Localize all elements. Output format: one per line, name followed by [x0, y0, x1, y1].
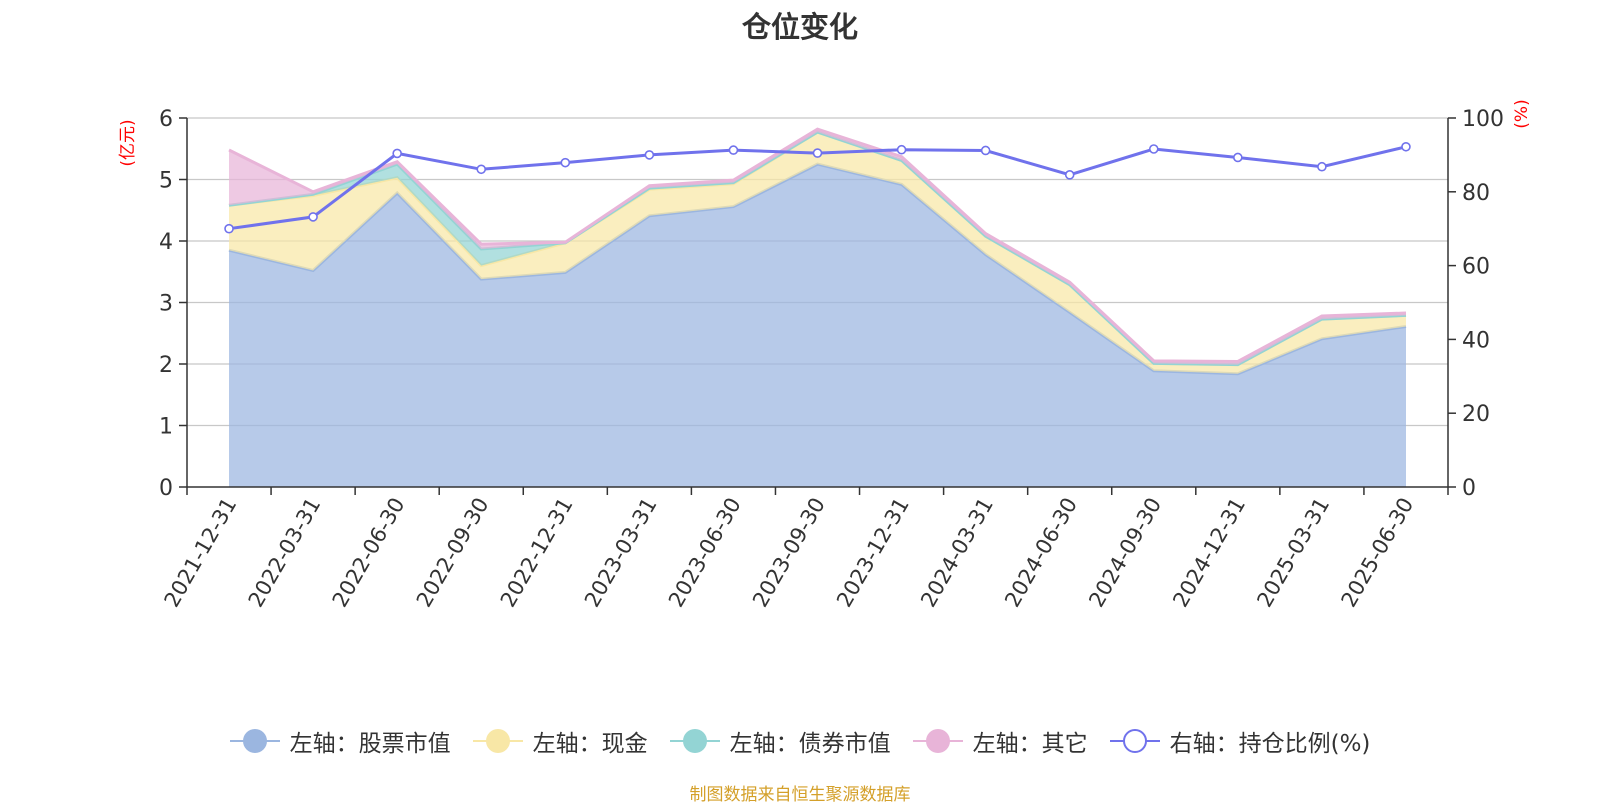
- chart-legend: 左轴：股票市值 左轴：现金 左轴：债券市值 左轴：其它 右轴：持仓比例(%): [0, 724, 1600, 758]
- x-axis-tick-label: 2025-06-30: [1336, 494, 1418, 612]
- right-axis-tick-label: 40: [1462, 328, 1490, 353]
- area-左轴：股票市值: [229, 164, 1406, 487]
- right-axis-tick-label: 0: [1462, 476, 1476, 501]
- line-point: [1064, 170, 1075, 180]
- area-edge-左轴：其它: [228, 127, 1407, 364]
- x-axis-tick-label: 2023-09-30: [748, 494, 830, 612]
- line-point: [644, 150, 655, 160]
- legend-label: 左轴：债券市值: [729, 731, 891, 757]
- right-axis-tick-label: 80: [1462, 181, 1490, 206]
- right-axis-tick-label: 100: [1462, 107, 1504, 132]
- legend-label: 右轴：持仓比例(%): [1169, 731, 1371, 757]
- legend-item[interactable]: 左轴：现金: [472, 724, 648, 758]
- x-axis-tick-label: 2023-12-31: [832, 494, 914, 612]
- x-axis-tick-label: 2022-12-31: [496, 494, 578, 612]
- x-axis-tick-label: 2025-03-31: [1252, 494, 1334, 612]
- x-axis-tick-label: 2023-06-30: [664, 494, 746, 612]
- left-axis-tick-label: 0: [159, 476, 173, 501]
- chart-title: 仓位变化: [741, 10, 858, 44]
- legend-marker: [229, 728, 280, 754]
- right-axis-unit: (%): [1512, 99, 1532, 128]
- line-point: [224, 223, 234, 234]
- legend-item[interactable]: 左轴：股票市值: [229, 724, 451, 758]
- line-point: [812, 148, 823, 158]
- line-point: [1401, 141, 1411, 152]
- right-axis-tick-label: 60: [1462, 255, 1490, 280]
- left-axis-tick-label: 3: [159, 292, 173, 317]
- left-axis-tick-label: 5: [159, 169, 173, 194]
- x-axis-tick-label: 2022-03-31: [244, 494, 326, 612]
- line-point: [980, 145, 991, 156]
- source-note: 制图数据来自恒生聚源数据库: [689, 785, 911, 805]
- x-axis-tick-label: 2024-12-31: [1168, 494, 1250, 612]
- left-axis-unit: (亿元): [118, 119, 138, 166]
- legend-marker: [472, 728, 523, 754]
- x-axis-tick-label: 2021-12-31: [160, 494, 242, 612]
- legend-marker: [1109, 728, 1160, 754]
- left-axis-tick-label: 6: [159, 107, 173, 132]
- line-point: [1317, 161, 1327, 172]
- line-point: [476, 164, 487, 175]
- line-point: [308, 212, 318, 222]
- legend-marker: [669, 728, 720, 754]
- line-point: [560, 157, 571, 168]
- legend-label: 左轴：现金: [532, 731, 648, 757]
- left-axis-tick-label: 2: [159, 353, 173, 378]
- x-axis-tick-label: 2023-03-31: [580, 494, 662, 612]
- legend-label: 左轴：其它: [972, 731, 1088, 757]
- x-axis-tick-label: 2024-03-31: [916, 494, 998, 612]
- legend-label: 左轴：股票市值: [289, 731, 451, 757]
- line-point: [392, 148, 402, 159]
- legend-item[interactable]: 左轴：其它: [912, 724, 1088, 758]
- line-point: [1148, 144, 1159, 154]
- line-point: [896, 144, 907, 155]
- line-point: [1233, 152, 1243, 163]
- line-point: [728, 145, 739, 155]
- x-axis-tick-label: 2024-09-30: [1084, 494, 1166, 612]
- legend-item[interactable]: 左轴：债券市值: [669, 724, 891, 758]
- legend-item[interactable]: 右轴：持仓比例(%): [1109, 724, 1371, 758]
- left-axis-tick-label: 4: [159, 230, 173, 255]
- area-左轴：现金: [229, 132, 1406, 374]
- right-axis-tick-label: 20: [1462, 402, 1490, 427]
- left-axis-tick-label: 1: [159, 415, 173, 440]
- x-axis-tick-label: 2022-06-30: [328, 494, 410, 612]
- x-axis-tick-label: 2022-09-30: [412, 494, 494, 612]
- x-axis-tick-label: 2024-06-30: [1000, 494, 1082, 612]
- legend-marker: [912, 728, 963, 754]
